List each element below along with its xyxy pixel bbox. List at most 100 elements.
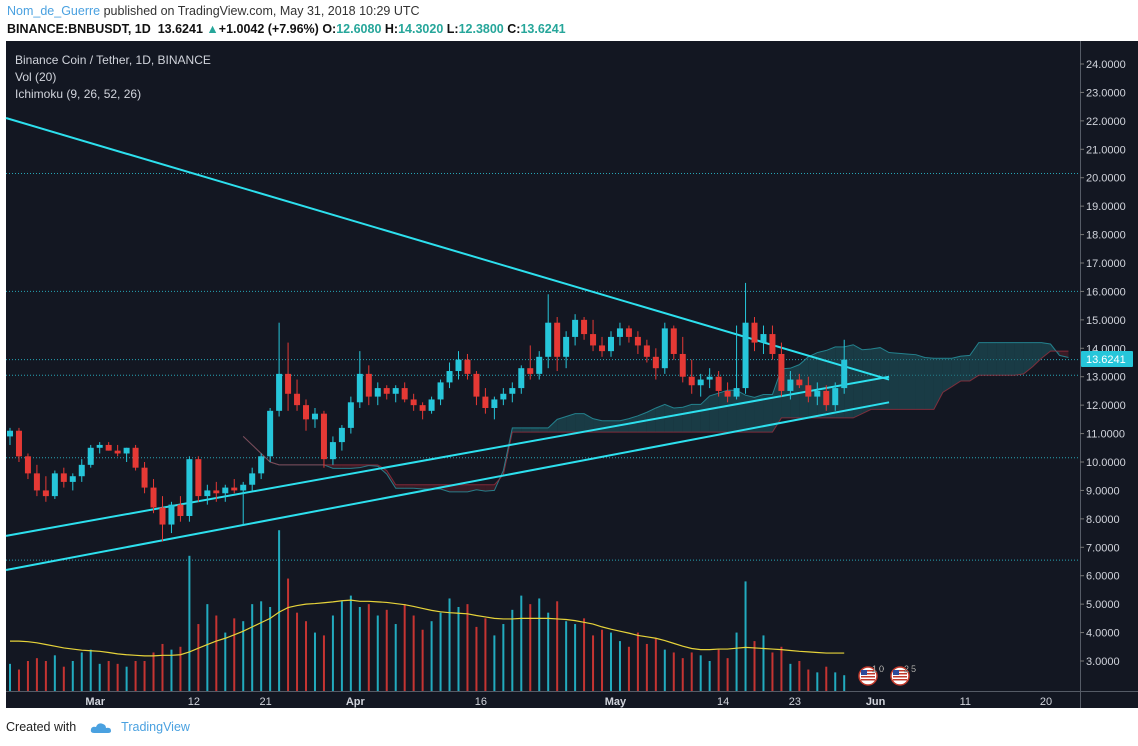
volume-bar: [690, 652, 693, 691]
candle-body: [643, 345, 650, 357]
price-tick-label: 5.0000: [1086, 599, 1120, 611]
candle-body: [114, 450, 121, 454]
time-tick-label: 20: [1040, 696, 1052, 708]
high-value: 14.3020: [398, 22, 444, 36]
candle-body: [805, 385, 812, 397]
badge-count: 2: [904, 664, 909, 674]
change-value: +1.0042 (+7.96%): [218, 22, 319, 36]
volume-bar: [152, 652, 155, 691]
volume-bar: [215, 615, 218, 691]
cloud-segment: [987, 342, 997, 376]
volume-bar: [35, 658, 38, 691]
candle-body: [347, 402, 354, 428]
volume-bar: [583, 618, 586, 691]
volume-bar: [762, 635, 765, 691]
candle-body: [311, 413, 318, 420]
cloud-segment: [915, 354, 925, 410]
volume-bar: [349, 595, 352, 691]
cloud-segment: [602, 420, 611, 433]
candle-body: [42, 490, 49, 497]
cloud-segment: [763, 394, 773, 433]
candle-body: [446, 371, 453, 383]
volume-bar: [89, 649, 92, 691]
candle-body: [150, 487, 157, 508]
candle-body: [563, 336, 570, 357]
legend-title[interactable]: Binance Coin / Tether, 1D, BINANCE: [15, 53, 211, 67]
price-tick-label: 16.0000: [1086, 286, 1126, 298]
price-tick-label: 10.0000: [1086, 457, 1126, 469]
candle-body: [51, 473, 58, 497]
candle-body: [724, 390, 731, 397]
tradingview-brand-link[interactable]: TradingView: [121, 720, 190, 734]
cloud-segment: [485, 484, 495, 492]
flag-stripe: [893, 670, 907, 672]
candle-body: [231, 487, 238, 491]
candle-body: [267, 410, 274, 457]
cloud-segment: [413, 484, 423, 490]
price-tick-label: 8.0000: [1086, 514, 1120, 526]
time-tick-label: Apr: [346, 696, 366, 708]
volume-bar: [807, 669, 810, 691]
volume-bar: [9, 663, 11, 691]
cloud-segment: [1032, 342, 1042, 367]
flag-stripe: [893, 673, 907, 675]
volume-bar: [502, 624, 505, 691]
volume-bar: [305, 621, 308, 691]
candle-body: [410, 399, 417, 406]
cloud-segment: [422, 484, 432, 490]
created-with-label: Created with: [6, 720, 77, 734]
candle-body: [338, 427, 345, 443]
cloud-segment: [898, 353, 907, 410]
volume-bar: [556, 601, 559, 691]
candle-body: [24, 456, 31, 474]
candle-body: [572, 319, 579, 337]
volume-bar: [403, 604, 406, 691]
volume-bar: [313, 632, 316, 691]
badge-count: 0: [879, 664, 884, 674]
candle-body: [473, 373, 480, 397]
cloud-segment: [942, 358, 952, 393]
volume-bar: [780, 646, 783, 691]
candle-body: [15, 430, 22, 457]
volume-bar: [44, 661, 47, 691]
candle-body: [661, 328, 668, 369]
volume-bar: [574, 624, 577, 691]
volume-bars: [9, 530, 846, 691]
volume-bar: [287, 578, 290, 691]
volume-bar: [565, 621, 568, 691]
candle-body: [652, 356, 659, 369]
candle-body: [294, 393, 301, 406]
legend-volume[interactable]: Vol (20): [15, 70, 57, 84]
candle-body: [832, 388, 839, 406]
volume-bar: [125, 666, 128, 691]
volume-bar: [609, 632, 612, 691]
time-tick-label: 12: [188, 696, 200, 708]
candle-body: [329, 442, 336, 460]
flag-canton: [861, 670, 867, 675]
candle-body: [177, 504, 184, 517]
candle-body: [769, 334, 776, 354]
cloud-segment: [521, 427, 531, 433]
volume-bar: [627, 646, 630, 691]
cloud-segment: [709, 393, 719, 433]
low-label: L:: [446, 22, 459, 36]
trendlines[interactable]: [5, 117, 890, 572]
candle-body: [374, 388, 381, 397]
volume-bar: [206, 604, 209, 691]
time-axis[interactable]: [6, 691, 1080, 708]
cloud-segment: [969, 342, 979, 381]
publish-line: Nom_de_Guerre published on TradingView.c…: [7, 4, 420, 18]
candle-body: [625, 328, 632, 337]
legend-ichimoku[interactable]: Ichimoku (9, 26, 52, 26): [15, 87, 142, 101]
last-price-label: 13.6241: [1086, 354, 1126, 366]
descending-resistance: [5, 117, 890, 381]
footer: Created with TradingView: [6, 720, 190, 734]
author-link[interactable]: Nom_de_Guerre: [7, 4, 101, 18]
time-tick-label: 21: [260, 696, 272, 708]
volume-bar: [636, 632, 639, 691]
candle-body: [222, 487, 229, 494]
volume-bar: [825, 666, 828, 691]
